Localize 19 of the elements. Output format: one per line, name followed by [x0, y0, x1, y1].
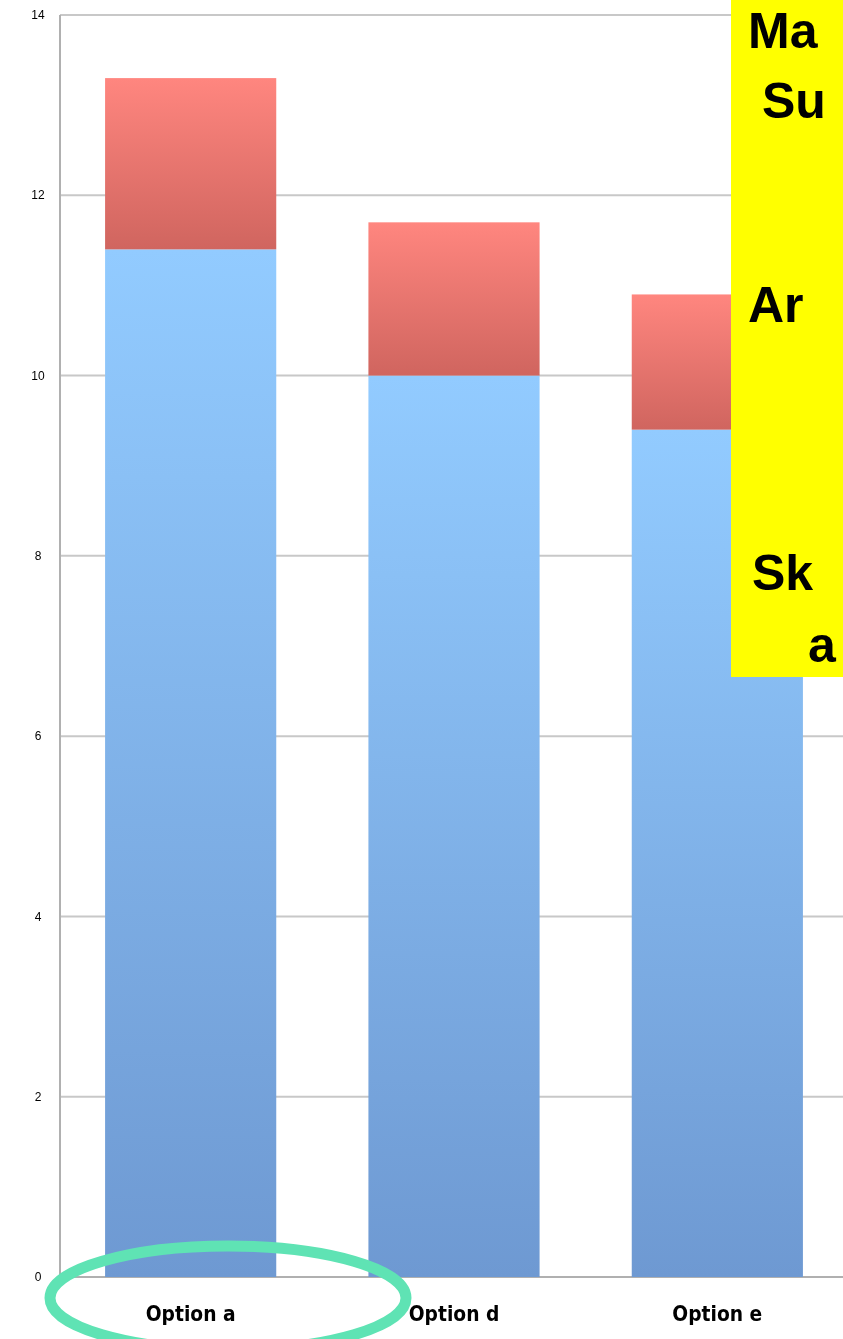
- y-tick-label: 14: [31, 8, 45, 23]
- annotation: Sk: [752, 545, 814, 601]
- bar: [368, 222, 540, 376]
- annotation: a: [808, 617, 837, 673]
- bar: [368, 375, 540, 1277]
- annotation: Ma: [748, 3, 819, 59]
- y-tick-label: 12: [31, 188, 45, 203]
- x-tick-label: Option e: [672, 1300, 763, 1327]
- y-tick-label: 8: [34, 549, 42, 564]
- annotation: Ar: [748, 277, 804, 333]
- bar: [105, 78, 277, 250]
- x-tick-label: Option d: [408, 1300, 500, 1327]
- y-tick-label: 4: [34, 909, 42, 924]
- y-tick-label: 6: [34, 729, 42, 744]
- y-tick-label: 2: [34, 1089, 42, 1104]
- y-tick-label: 0: [34, 1270, 42, 1285]
- x-tick-label: Option a: [145, 1300, 236, 1327]
- annotation: Su: [762, 73, 826, 129]
- y-tick-label: 10: [31, 368, 45, 383]
